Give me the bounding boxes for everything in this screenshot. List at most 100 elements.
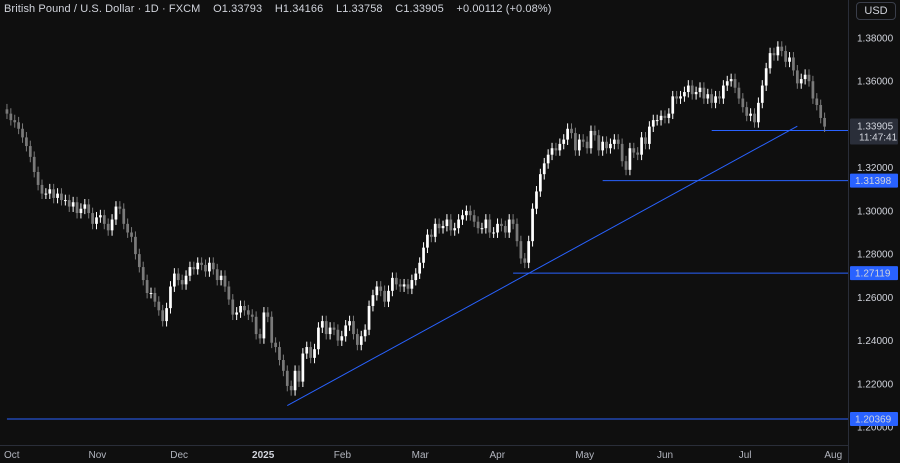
candle-body bbox=[535, 191, 538, 209]
candle-body bbox=[375, 286, 379, 296]
candle-body bbox=[745, 107, 749, 116]
trendline[interactable] bbox=[287, 125, 798, 407]
candle-body bbox=[585, 141, 589, 149]
candle-body bbox=[99, 215, 102, 218]
candle-body bbox=[274, 342, 277, 348]
candle-body bbox=[605, 141, 608, 149]
candle-body bbox=[25, 137, 28, 147]
candle-body bbox=[200, 262, 203, 265]
candle-body bbox=[531, 208, 534, 242]
candle-body bbox=[679, 96, 682, 99]
y-tick-label: 1.22000 bbox=[857, 379, 894, 390]
low-label: L bbox=[335, 3, 343, 15]
candle-body bbox=[79, 208, 83, 214]
candle-body bbox=[418, 262, 422, 274]
level-price-tag[interactable] bbox=[850, 412, 898, 427]
candle-body bbox=[250, 314, 254, 317]
candle-body bbox=[593, 130, 597, 136]
candle-body bbox=[562, 139, 566, 144]
candle-body bbox=[609, 143, 612, 149]
y-tick-label: 1.32000 bbox=[857, 163, 894, 174]
candle-body bbox=[114, 206, 118, 220]
candle-body bbox=[336, 329, 340, 341]
candle-body bbox=[157, 301, 161, 311]
candle-body bbox=[356, 334, 359, 345]
candle-body bbox=[332, 327, 336, 330]
high-value: 1.34166 bbox=[282, 3, 324, 15]
candle-body bbox=[379, 286, 383, 291]
candle-body bbox=[659, 115, 663, 121]
candle-body bbox=[550, 148, 554, 155]
candle-body bbox=[616, 139, 620, 144]
candle-body bbox=[363, 329, 367, 337]
candle-body bbox=[780, 46, 784, 51]
close-label: C bbox=[395, 3, 404, 15]
candle-body bbox=[91, 213, 94, 224]
candle-body bbox=[437, 223, 441, 229]
candle-body bbox=[644, 137, 647, 144]
candle-body bbox=[235, 312, 239, 315]
candle-body bbox=[624, 161, 628, 170]
candle-body bbox=[184, 275, 188, 285]
candle-body bbox=[503, 226, 507, 233]
candle-body bbox=[371, 295, 375, 306]
symbol-title[interactable]: British Pound / U.S. Dollar · 1D · FXCM bbox=[4, 3, 201, 15]
candle-body bbox=[714, 96, 717, 103]
symbol-header: British Pound / U.S. Dollar · 1D · FXCM … bbox=[4, 3, 552, 15]
candle-body bbox=[651, 120, 655, 127]
price-axis[interactable] bbox=[848, 0, 900, 463]
x-tick-label: May bbox=[575, 450, 594, 461]
candle-body bbox=[632, 148, 636, 153]
candle-body bbox=[293, 370, 297, 391]
candle-body bbox=[359, 336, 363, 345]
open-label: O bbox=[213, 3, 222, 15]
candle-body bbox=[426, 234, 429, 248]
current-price-tag[interactable] bbox=[850, 118, 898, 145]
candle-body bbox=[710, 94, 714, 103]
candle-body bbox=[192, 267, 196, 270]
candle-body bbox=[795, 70, 799, 84]
candle-body bbox=[597, 135, 601, 151]
candle-body bbox=[278, 347, 281, 361]
candle-body bbox=[309, 347, 313, 358]
candle-body bbox=[165, 308, 168, 322]
candle-body bbox=[648, 126, 651, 144]
candle-body bbox=[246, 310, 250, 315]
candle-body bbox=[118, 206, 122, 209]
candle-body bbox=[538, 174, 542, 192]
candle-body bbox=[476, 221, 480, 229]
candle-body bbox=[612, 139, 616, 144]
candle-body bbox=[577, 139, 581, 151]
candle-body bbox=[145, 280, 149, 294]
candle-body bbox=[757, 102, 760, 123]
candle-body bbox=[297, 370, 301, 382]
candle-body bbox=[671, 96, 675, 114]
countdown-label: 11:47:41 bbox=[859, 132, 898, 143]
candle-body bbox=[106, 223, 110, 231]
candle-body bbox=[215, 269, 219, 281]
currency-button[interactable]: USD bbox=[856, 2, 896, 20]
level-price-tag[interactable] bbox=[850, 266, 898, 281]
candle-body bbox=[663, 115, 667, 118]
candle-body bbox=[570, 128, 573, 134]
candle-body bbox=[204, 264, 207, 272]
candle-body bbox=[285, 370, 289, 386]
level-price-label: 1.20369 bbox=[855, 415, 892, 426]
time-axis[interactable] bbox=[0, 445, 848, 463]
candle-body bbox=[823, 117, 826, 127]
candle-body bbox=[480, 228, 484, 230]
candle-body bbox=[270, 316, 274, 343]
chart-area[interactable] bbox=[0, 0, 848, 445]
level-price-tag[interactable] bbox=[850, 173, 898, 188]
candle-body bbox=[141, 267, 145, 281]
candle-body bbox=[815, 98, 819, 105]
candle-body bbox=[254, 316, 258, 335]
candle-body bbox=[698, 87, 702, 93]
candle-body bbox=[239, 305, 242, 313]
candle-body bbox=[453, 228, 457, 231]
candle-body bbox=[391, 277, 394, 291]
x-tick-label: 2025 bbox=[252, 450, 275, 461]
candle-body bbox=[410, 280, 414, 289]
high-label: H bbox=[274, 3, 283, 15]
